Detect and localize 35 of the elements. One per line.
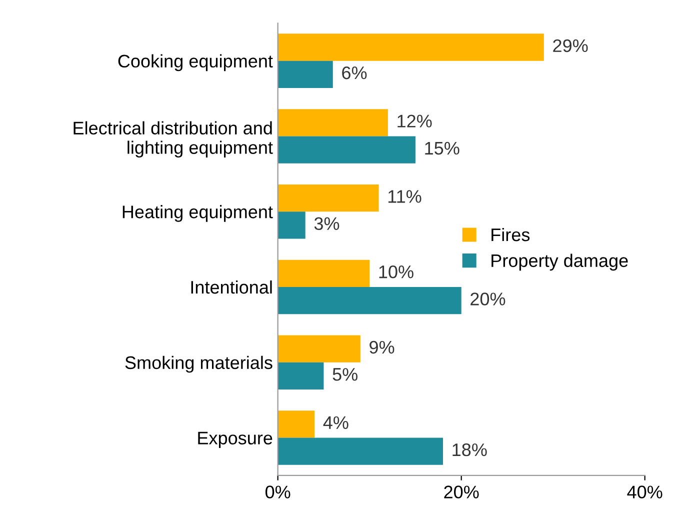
bar	[278, 34, 544, 61]
bar	[278, 136, 416, 164]
y-tick-label: Intentional	[191, 280, 272, 294]
bar	[278, 60, 333, 88]
bar	[278, 212, 306, 239]
y-tick-label: Electrical distribution and lighting equipment	[74, 121, 273, 158]
data-label: 6%	[342, 66, 367, 80]
data-label: 4%	[323, 416, 348, 429]
bar	[278, 438, 443, 465]
data-label: 20%	[470, 292, 506, 306]
legend-label: Property damage	[492, 254, 628, 271]
y-tick-label: Cooking equipment	[118, 54, 273, 72]
data-label: 12%	[398, 114, 432, 128]
bar	[278, 286, 462, 314]
data-label: 3%	[314, 217, 340, 230]
x-tick-label: 0%	[265, 486, 290, 498]
x-tick-label: 20%	[444, 486, 479, 498]
bar	[278, 362, 324, 390]
legend-label: Fires	[492, 228, 530, 242]
data-label: 18%	[452, 443, 487, 456]
data-label: 29%	[553, 39, 588, 52]
x-tick-label: 40%	[627, 486, 662, 498]
bar	[278, 410, 315, 438]
bar	[278, 184, 379, 212]
bar	[278, 335, 360, 362]
y-tick-label: Exposure	[198, 432, 272, 448]
bar	[278, 109, 388, 136]
data-label: 10%	[379, 265, 414, 278]
data-label: 11%	[388, 190, 422, 203]
data-label: 9%	[370, 340, 394, 354]
data-label: 15%	[425, 142, 460, 155]
y-tick-label: Heating equipment	[122, 205, 273, 222]
y-tick-label: Smoking materials	[125, 356, 272, 373]
data-label: 5%	[332, 368, 358, 381]
bar	[278, 260, 370, 287]
